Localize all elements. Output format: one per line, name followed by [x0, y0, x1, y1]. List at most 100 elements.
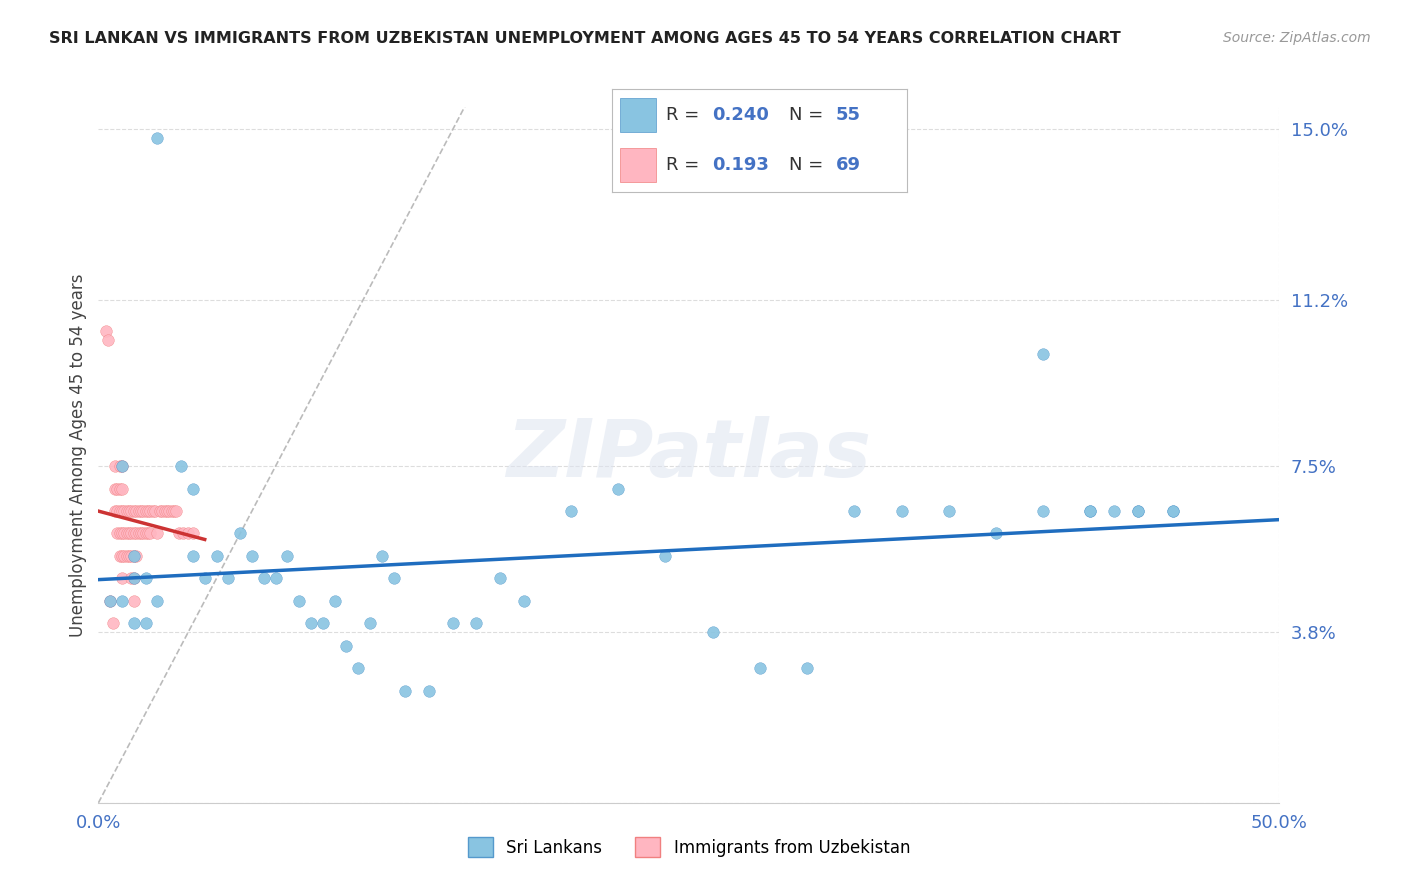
Text: 0.240: 0.240 — [711, 106, 769, 124]
Point — [115, 504, 138, 518]
Point — [149, 504, 172, 518]
Point — [418, 683, 440, 698]
Point — [142, 504, 165, 518]
Text: R =: R = — [666, 106, 706, 124]
Bar — [620, 98, 655, 132]
Point — [111, 459, 134, 474]
Text: N =: N = — [789, 106, 828, 124]
Point — [111, 526, 134, 541]
Point — [111, 594, 134, 608]
Point — [111, 504, 134, 518]
Point — [312, 616, 335, 631]
Point — [181, 526, 204, 541]
Point — [153, 504, 176, 518]
Point — [121, 526, 143, 541]
Point — [253, 571, 276, 585]
Point — [146, 131, 169, 145]
Point — [748, 661, 770, 675]
Point — [136, 504, 159, 518]
Point — [105, 504, 128, 518]
Point — [299, 616, 322, 631]
Point — [104, 459, 127, 474]
Text: R =: R = — [666, 155, 711, 174]
Point — [150, 504, 173, 518]
Point — [205, 549, 228, 563]
Text: 69: 69 — [837, 155, 860, 174]
Point — [115, 526, 138, 541]
Point — [118, 504, 141, 518]
Point — [115, 549, 138, 563]
Point — [111, 482, 134, 496]
Point — [98, 594, 121, 608]
Point — [118, 526, 141, 541]
Point — [276, 549, 298, 563]
Point — [240, 549, 263, 563]
Point — [371, 549, 394, 563]
Point — [101, 616, 124, 631]
Point — [560, 504, 582, 518]
Point — [844, 504, 866, 518]
Point — [323, 594, 346, 608]
Point — [108, 459, 131, 474]
Point — [108, 526, 131, 541]
Point — [112, 504, 135, 518]
Point — [139, 526, 162, 541]
Point — [181, 549, 204, 563]
Point — [104, 504, 127, 518]
Point — [125, 549, 148, 563]
Point — [607, 482, 630, 496]
Point — [702, 625, 724, 640]
Text: Source: ZipAtlas.com: Source: ZipAtlas.com — [1223, 31, 1371, 45]
Point — [163, 504, 186, 518]
Point — [143, 504, 166, 518]
Point — [112, 526, 135, 541]
Point — [394, 683, 416, 698]
Point — [118, 549, 141, 563]
Legend: Sri Lankans, Immigrants from Uzbekistan: Sri Lankans, Immigrants from Uzbekistan — [461, 830, 917, 864]
Point — [135, 571, 157, 585]
Point — [122, 571, 145, 585]
Point — [146, 594, 169, 608]
Point — [125, 504, 148, 518]
Point — [489, 571, 512, 585]
Point — [194, 571, 217, 585]
Point — [108, 504, 131, 518]
Point — [135, 504, 157, 518]
Point — [217, 571, 239, 585]
Point — [165, 504, 187, 518]
Text: ZIPatlas: ZIPatlas — [506, 416, 872, 494]
Point — [94, 325, 117, 339]
Point — [105, 526, 128, 541]
Point — [129, 526, 152, 541]
Point — [108, 549, 131, 563]
Point — [129, 504, 152, 518]
Point — [128, 504, 150, 518]
Point — [122, 504, 145, 518]
Point — [121, 504, 143, 518]
Point — [98, 594, 121, 608]
Point — [170, 459, 193, 474]
Text: 0.193: 0.193 — [711, 155, 769, 174]
Point — [229, 526, 252, 541]
Point — [1102, 504, 1125, 518]
Point — [465, 616, 488, 631]
Point — [288, 594, 311, 608]
Point — [181, 482, 204, 496]
Point — [111, 459, 134, 474]
Point — [1126, 504, 1149, 518]
Point — [177, 526, 200, 541]
Point — [146, 526, 169, 541]
Point — [122, 549, 145, 563]
Point — [122, 594, 145, 608]
Point — [1161, 504, 1184, 518]
Point — [139, 504, 162, 518]
Point — [111, 549, 134, 563]
Point — [104, 482, 127, 496]
Text: SRI LANKAN VS IMMIGRANTS FROM UZBEKISTAN UNEMPLOYMENT AMONG AGES 45 TO 54 YEARS : SRI LANKAN VS IMMIGRANTS FROM UZBEKISTAN… — [49, 31, 1121, 46]
Point — [1032, 504, 1054, 518]
Point — [105, 482, 128, 496]
Point — [1032, 347, 1054, 361]
Point — [359, 616, 381, 631]
Point — [264, 571, 287, 585]
Point — [1080, 504, 1102, 518]
